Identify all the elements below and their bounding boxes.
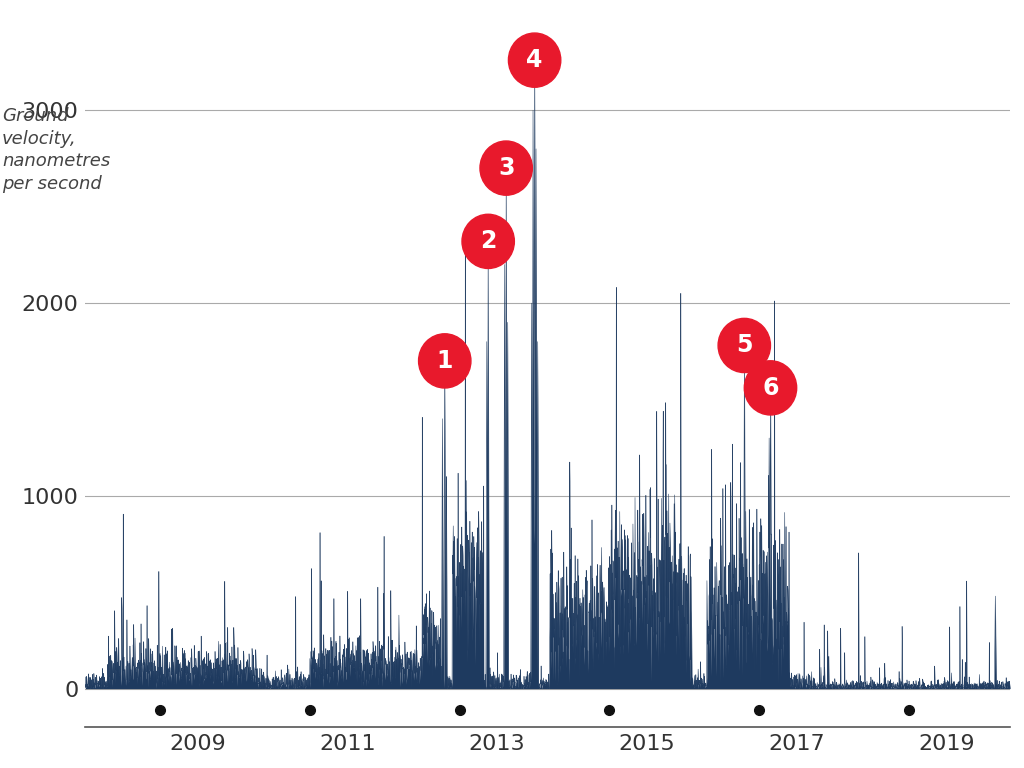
Text: 5: 5 [736,333,753,357]
Ellipse shape [744,361,797,415]
Ellipse shape [509,33,561,88]
Text: 2: 2 [480,230,497,253]
Ellipse shape [462,214,514,269]
Text: 1: 1 [436,349,453,373]
Text: Ground
velocity,
nanometres
per second: Ground velocity, nanometres per second [2,107,111,194]
Text: 3: 3 [498,156,514,180]
Ellipse shape [419,334,471,388]
Ellipse shape [480,141,532,195]
Text: 4: 4 [526,48,543,72]
Text: 6: 6 [762,376,778,400]
Ellipse shape [718,319,770,372]
